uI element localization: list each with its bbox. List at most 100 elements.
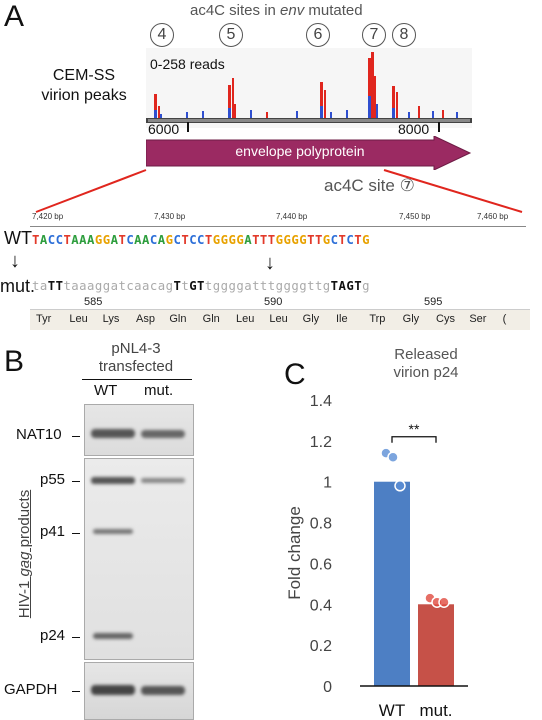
- wt-base: T: [307, 233, 315, 247]
- wt-base: A: [110, 233, 119, 247]
- bar-mut.: [418, 604, 454, 686]
- amino-acid: Lys: [102, 313, 120, 325]
- mut-base: G: [346, 279, 355, 293]
- wt-base: T: [252, 233, 260, 247]
- wt-base: T: [314, 233, 323, 247]
- gene-arrow: [146, 136, 472, 170]
- mut-base: g: [165, 279, 174, 293]
- mut-base: T: [55, 279, 64, 293]
- wt-base: A: [142, 233, 150, 247]
- gene-label: envelope polyprotein: [235, 143, 365, 159]
- wt-base: T: [338, 233, 347, 247]
- data-point: [438, 596, 450, 608]
- mut-base: g: [291, 279, 300, 293]
- wt-base: C: [346, 233, 355, 247]
- chart-title-line1: Released: [394, 346, 458, 363]
- wt-base: G: [283, 233, 292, 247]
- codon-number-590: 590: [264, 296, 283, 308]
- amino-acid: Gly: [402, 313, 420, 325]
- track-label: CEM-SS virion peaks: [28, 66, 140, 106]
- side-label-suffix: products: [16, 489, 33, 552]
- y-tick-label: 0: [323, 679, 332, 696]
- blot-nat10: [84, 404, 194, 456]
- band-dash-p41: [72, 533, 80, 534]
- wt-base: C: [126, 233, 135, 247]
- zoom-lines: [35, 169, 523, 213]
- panel-a-letter: A: [4, 0, 25, 33]
- coverage-track: [146, 48, 472, 128]
- wt-sequence: TACCTAAAGGATCAACAGCTCCTGGGGATTTGGGGTTGCT…: [32, 233, 370, 247]
- title-suffix: mutated: [304, 2, 363, 19]
- y-axis-label: Fold change: [285, 506, 304, 600]
- mut-label: mut.: [0, 276, 36, 296]
- significance-bracket: [391, 436, 437, 443]
- mut-base: c: [149, 279, 158, 293]
- y-tick-label: 1.2: [310, 434, 332, 451]
- zoom-title: ac4C site ⑦: [324, 176, 415, 195]
- mut-base: T: [173, 279, 182, 293]
- mut-base: t: [259, 279, 268, 293]
- mut-base: a: [39, 279, 48, 293]
- side-label-prefix: HIV-1: [16, 576, 33, 619]
- blot-header-line1: pNL4-3: [111, 340, 161, 357]
- blot-gapdh: [84, 662, 194, 720]
- mut-base: t: [314, 279, 323, 293]
- wt-base: A: [134, 233, 143, 247]
- wt-base: G: [165, 233, 174, 247]
- ruler-label-7450: 7,450 bp: [399, 212, 431, 221]
- amino-acid: Leu: [236, 313, 255, 325]
- mut-base: T: [197, 279, 205, 293]
- band-p41-wt: [93, 529, 133, 534]
- wt-base: G: [228, 233, 237, 247]
- amino-acid: Gln: [169, 313, 187, 325]
- wt-base: T: [267, 233, 276, 247]
- band-nat10-wt: [91, 429, 135, 438]
- blot-header-underline: [82, 379, 192, 380]
- mut-base: t: [307, 279, 315, 293]
- wt-base: G: [291, 233, 300, 247]
- chart-title: Released virion p24: [370, 346, 482, 382]
- coverage-peaks: [154, 52, 458, 118]
- mut-base: a: [134, 279, 143, 293]
- wt-base: G: [299, 233, 308, 247]
- wt-base: A: [244, 233, 253, 247]
- wt-base: C: [173, 233, 182, 247]
- ruler-label-7420: 7,420 bp: [32, 212, 64, 221]
- wt-base: A: [79, 233, 88, 247]
- down-arrow-left: ↓: [10, 250, 20, 272]
- x-tick-label: WT: [379, 701, 405, 718]
- coord-left: 6000: [148, 121, 180, 137]
- wt-base: G: [94, 233, 103, 247]
- read-range-label: 0-258 reads: [150, 56, 225, 72]
- mut-base: g: [212, 279, 221, 293]
- mut-base: t: [118, 279, 127, 293]
- data-point: [387, 451, 399, 463]
- y-tick-label: 1.4: [310, 393, 332, 410]
- codon-number-595: 595: [424, 296, 443, 308]
- band-dash-nat10: [72, 436, 80, 437]
- wt-base: G: [212, 233, 221, 247]
- mut-base: T: [47, 279, 56, 293]
- wt-base: A: [157, 233, 166, 247]
- mut-base: T: [354, 279, 363, 293]
- band-dash-p55: [72, 481, 80, 482]
- y-tick-label: 0.6: [310, 556, 332, 573]
- x-tick-label: mut.: [419, 701, 452, 718]
- mut-base: t: [63, 279, 72, 293]
- bar-chart: 0 0.2 0.4 0.6 0.8 1 1.2 1.4 Fold change WT mut. **: [285, 393, 468, 718]
- y-tick-label: 0.4: [310, 597, 332, 614]
- band-gapdh-wt: [91, 685, 135, 695]
- amino-acid: Ile: [336, 313, 348, 325]
- mut-base: T: [330, 279, 339, 293]
- mut-base: g: [228, 279, 237, 293]
- wt-base: T: [118, 233, 127, 247]
- data-point: [394, 480, 406, 492]
- wt-base: G: [220, 233, 229, 247]
- wt-base: G: [102, 233, 111, 247]
- mut-base: a: [244, 279, 253, 293]
- wt-base: T: [259, 233, 268, 247]
- amino-acid: Gln: [202, 313, 220, 325]
- site-number-4: 4: [150, 23, 174, 47]
- blot-gag: [84, 458, 194, 660]
- site-number-7: 7: [362, 23, 386, 47]
